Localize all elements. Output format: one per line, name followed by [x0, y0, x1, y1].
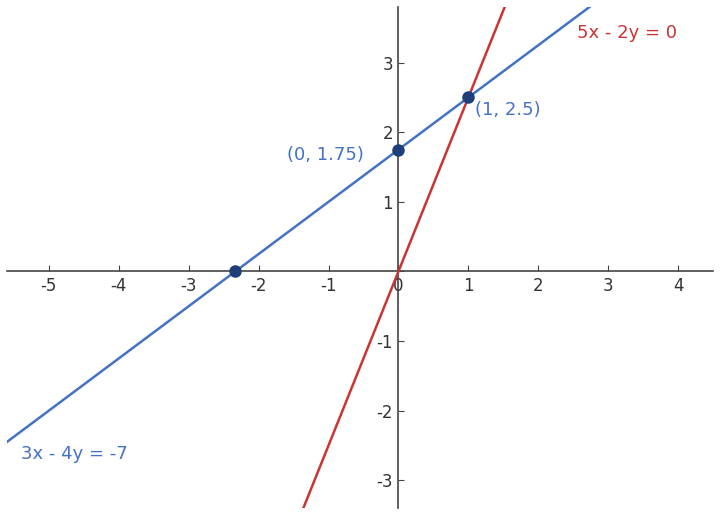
Text: 3x - 4y = -7: 3x - 4y = -7 [21, 445, 127, 464]
Text: (1, 2.5): (1, 2.5) [475, 101, 541, 119]
Text: (0, 1.75): (0, 1.75) [287, 146, 364, 164]
Text: 5x - 2y = 0: 5x - 2y = 0 [577, 24, 677, 42]
